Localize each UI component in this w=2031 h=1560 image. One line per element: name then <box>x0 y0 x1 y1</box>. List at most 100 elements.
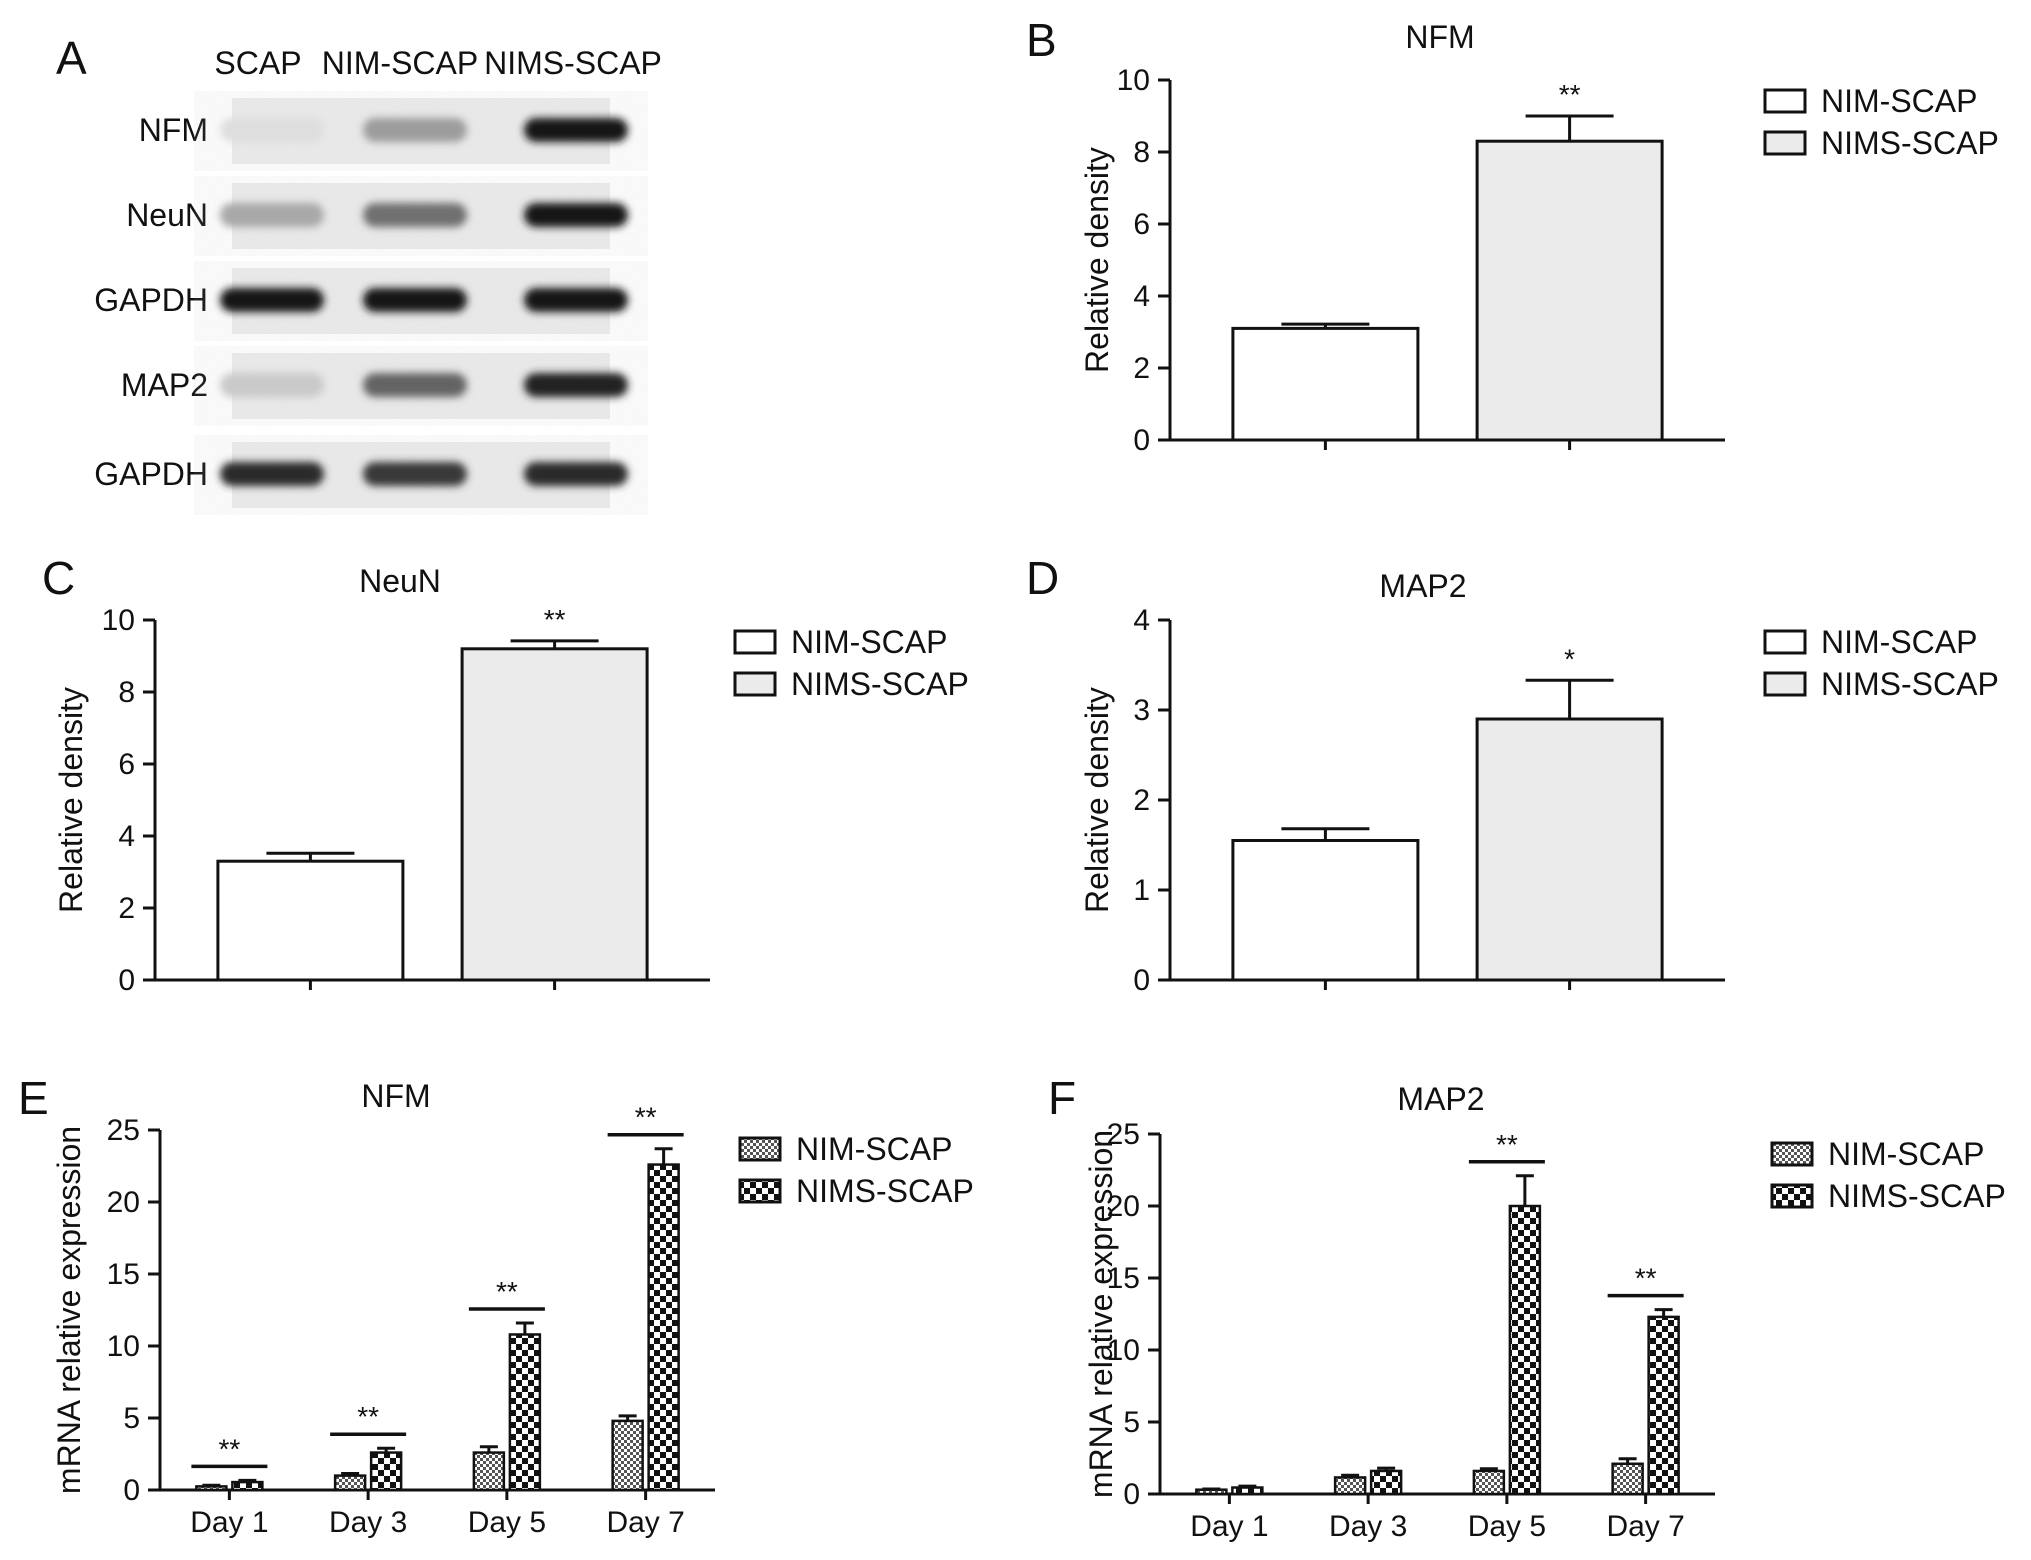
y-tick-label: 8 <box>118 676 135 709</box>
significance-stars: ** <box>1559 79 1581 110</box>
panel-a-western-blot: A SCAP NIM-SCAP NIMS-SCAP NFM NeuN GAPDH MAP2… <box>56 32 662 508</box>
bar-nims-scap <box>1475 717 1664 982</box>
bar-nims-scap <box>1508 1204 1542 1496</box>
significance-stars: ** <box>544 604 566 635</box>
y-tick-label: 0 <box>118 964 135 997</box>
blot-lane-label: SCAP <box>214 45 301 81</box>
legend-swatch <box>738 1178 782 1204</box>
y-tick-label: 25 <box>1107 1118 1140 1151</box>
bar-nims-scap <box>460 647 649 982</box>
legend-label: NIM-SCAP <box>791 624 947 660</box>
y-tick-label: 4 <box>1133 604 1150 637</box>
x-tick-label: Day 1 <box>190 1506 268 1539</box>
blot-rows: NFM NeuN GAPDH MAP2 GAPDH <box>94 98 628 508</box>
y-tick-label: 4 <box>1133 280 1150 313</box>
chart-title: NFM <box>1405 19 1474 55</box>
y-tick-label: 0 <box>123 1474 140 1507</box>
y-tick-label: 2 <box>118 892 135 925</box>
y-tick-label: 6 <box>118 748 135 781</box>
significance-stars: ** <box>357 1401 379 1432</box>
y-tick-label: 5 <box>1123 1406 1140 1439</box>
y-tick-label: 25 <box>107 1114 140 1147</box>
legend-label: NIMS-SCAP <box>1821 666 1999 702</box>
bar-nims-scap <box>231 1480 264 1492</box>
bar-nim-scap <box>1472 1469 1506 1496</box>
blot-row: GAPDH <box>94 442 628 508</box>
y-tick-label: 10 <box>1117 64 1150 97</box>
blot-band <box>524 288 628 312</box>
significance-stars: ** <box>496 1276 518 1307</box>
bar-nims-scap <box>369 1451 403 1492</box>
blot-band <box>363 288 467 312</box>
bar-nims-scap <box>1475 139 1664 442</box>
blot-band <box>524 203 628 227</box>
blot-band <box>220 373 324 397</box>
chart-title: NFM <box>361 1078 430 1114</box>
blot-row: GAPDH <box>94 268 628 334</box>
blot-lane-label: NIMS-SCAP <box>484 45 662 81</box>
blot-band <box>363 118 467 142</box>
chart-c-neun-density: C NeuN Relative density 0 2 4 6 8 10 ** NIM-SCAP NI… <box>42 552 969 997</box>
y-axis-label: Relative density <box>53 687 89 913</box>
x-tick-label: Day 7 <box>606 1506 684 1539</box>
blot-lane-label: NIM-SCAP <box>322 45 478 81</box>
blot-lane-labels: SCAP NIM-SCAP NIMS-SCAP <box>214 45 661 81</box>
y-tick-label: 15 <box>107 1258 140 1291</box>
legend-label: NIMS-SCAP <box>791 666 969 702</box>
legend-swatch <box>1763 671 1807 697</box>
blot-row-label: GAPDH <box>94 456 208 492</box>
blot-row-label: GAPDH <box>94 282 208 318</box>
x-tick-label: Day 3 <box>329 1506 407 1539</box>
y-tick-label: 10 <box>107 1330 140 1363</box>
legend-label: NIM-SCAP <box>1828 1136 1984 1172</box>
significance-stars: ** <box>218 1433 240 1464</box>
y-tick-label: 2 <box>1133 784 1150 817</box>
y-tick-label: 0 <box>1133 964 1150 997</box>
bar-nims-scap <box>647 1163 680 1492</box>
bar-nims-scap <box>1369 1469 1403 1496</box>
bar-nims-scap <box>508 1333 542 1492</box>
blot-band <box>363 462 467 486</box>
significance-stars: * <box>1564 643 1575 674</box>
chart-title: MAP2 <box>1397 1081 1484 1117</box>
chart-d-map2-density: D MAP2 Relative density 0 1 2 3 4 * NIM-SCAP NIMS-… <box>1026 552 1999 997</box>
bar-nims-scap <box>1647 1315 1680 1496</box>
panel-letter: F <box>1048 1072 1076 1124</box>
x-tick-label: Day 5 <box>1468 1510 1546 1543</box>
blot-row-label: MAP2 <box>121 367 208 403</box>
blot-band <box>363 373 467 397</box>
blot-band <box>363 203 467 227</box>
chart-title: MAP2 <box>1379 568 1466 604</box>
blot-band <box>220 118 324 142</box>
blot-row: NeuN <box>126 183 628 249</box>
legend-label: NIMS-SCAP <box>1828 1178 2006 1214</box>
x-tick-label: Day 1 <box>1190 1510 1268 1543</box>
legend-swatch <box>1763 629 1807 655</box>
y-tick-label: 0 <box>1123 1478 1140 1511</box>
y-tick-label: 10 <box>102 604 135 637</box>
bar-nim-scap <box>1231 839 1420 982</box>
y-tick-label: 6 <box>1133 208 1150 241</box>
legend-swatch <box>733 671 777 697</box>
significance-stars: ** <box>1496 1129 1518 1160</box>
bar-nims-scap <box>1231 1486 1264 1496</box>
blot-band <box>220 203 324 227</box>
legend-swatch <box>1763 130 1807 156</box>
chart-e-nfm-mrna: E NFM mRNA relative expression 0 5 10 15 20 25 Da… <box>18 1072 974 1539</box>
legend-label: NIM-SCAP <box>796 1131 952 1167</box>
bar-nim-scap <box>1231 326 1420 442</box>
legend-swatch <box>733 629 777 655</box>
blot-band <box>524 373 628 397</box>
legend-label: NIM-SCAP <box>1821 624 1977 660</box>
chart-f-map2-mrna: F MAP2 mRNA relative expression 0 5 10 15 20 25 D… <box>1048 1072 2006 1543</box>
legend-label: NIMS-SCAP <box>1821 125 1999 161</box>
y-axis-label: Relative density <box>1079 147 1115 373</box>
legend-swatch <box>1770 1183 1814 1209</box>
x-tick-label: Day 5 <box>468 1506 546 1539</box>
bar-nim-scap <box>216 859 405 982</box>
y-tick-label: 0 <box>1133 424 1150 457</box>
y-axis-label: mRNA relative expression <box>51 1126 87 1494</box>
bar-nim-scap <box>472 1451 506 1492</box>
significance-stars: ** <box>1635 1263 1657 1294</box>
